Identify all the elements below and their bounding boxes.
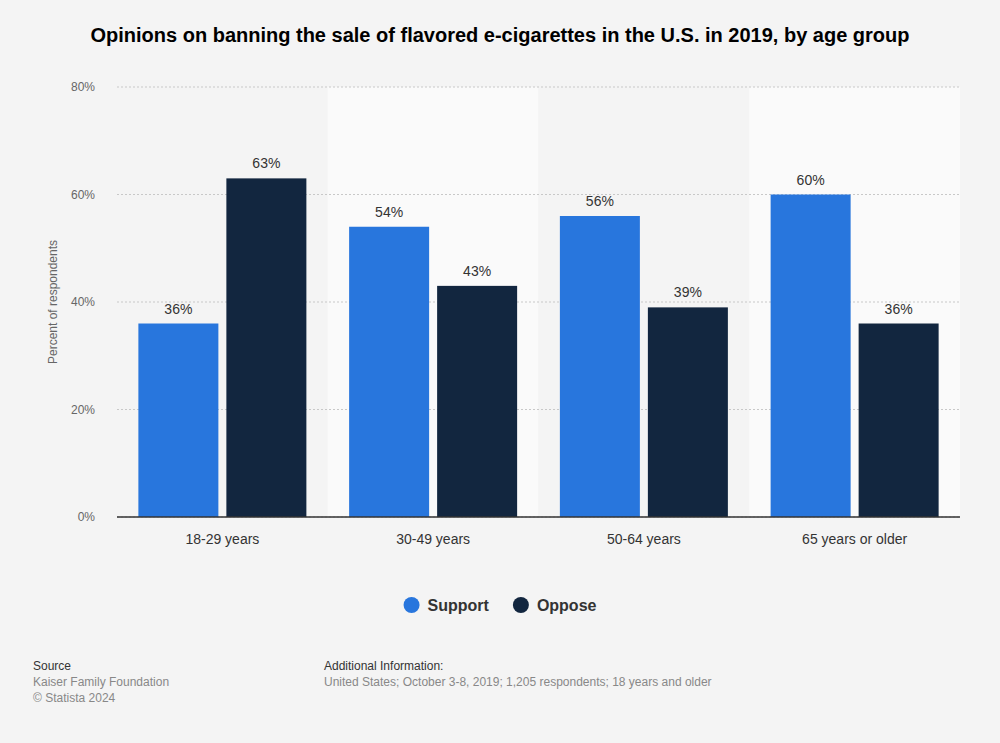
legend-swatch: [513, 597, 529, 613]
data-label: 56%: [586, 193, 614, 209]
bar: [560, 216, 640, 517]
data-label: 36%: [164, 301, 192, 317]
x-tick-label: 30-49 years: [396, 531, 470, 547]
chart: Opinions on banning the sale of flavored…: [0, 0, 1000, 743]
source-line: Kaiser Family Foundation: [33, 675, 169, 689]
bar: [138, 324, 218, 518]
grid-line: [117, 87, 960, 88]
legend-label: Oppose: [537, 597, 597, 614]
bar: [437, 286, 517, 517]
x-tick-label: 65 years or older: [802, 531, 907, 547]
bar: [859, 324, 939, 518]
x-tick-label: 50-64 years: [607, 531, 681, 547]
data-label: 43%: [463, 263, 491, 279]
legend: Support Oppose: [404, 597, 597, 614]
legend-swatch: [404, 597, 420, 613]
bars: [138, 178, 938, 517]
bar: [648, 307, 728, 517]
source-heading: Source: [33, 659, 71, 673]
data-label: 39%: [674, 284, 702, 300]
source-line: © Statista 2024: [33, 691, 116, 705]
data-label: 54%: [375, 204, 403, 220]
data-label: 36%: [885, 301, 913, 317]
grid-line: [117, 517, 960, 518]
bar: [226, 178, 306, 517]
info-line: United States; October 3-8, 2019; 1,205 …: [324, 675, 712, 689]
title: Opinions on banning the sale of flavored…: [90, 24, 909, 46]
y-axis-label: Percent of respondents: [46, 240, 60, 364]
background: [0, 0, 1000, 743]
data-label: 60%: [797, 172, 825, 188]
y-tick-label: 60%: [71, 188, 95, 202]
x-tick-label: 18-29 years: [185, 531, 259, 547]
y-tick-label: 0%: [78, 510, 96, 524]
bar: [771, 195, 851, 518]
data-labels: 36% 54% 56% 60% 63% 43% 39% 36%: [164, 155, 912, 316]
data-label: 63%: [252, 155, 280, 171]
info-heading: Additional Information:: [324, 659, 443, 673]
y-tick-label: 20%: [71, 403, 95, 417]
x-axis-line: [117, 516, 960, 518]
y-tick-label: 80%: [71, 80, 95, 94]
legend-label: Support: [428, 597, 490, 614]
y-tick-label: 40%: [71, 295, 95, 309]
bar: [349, 227, 429, 517]
